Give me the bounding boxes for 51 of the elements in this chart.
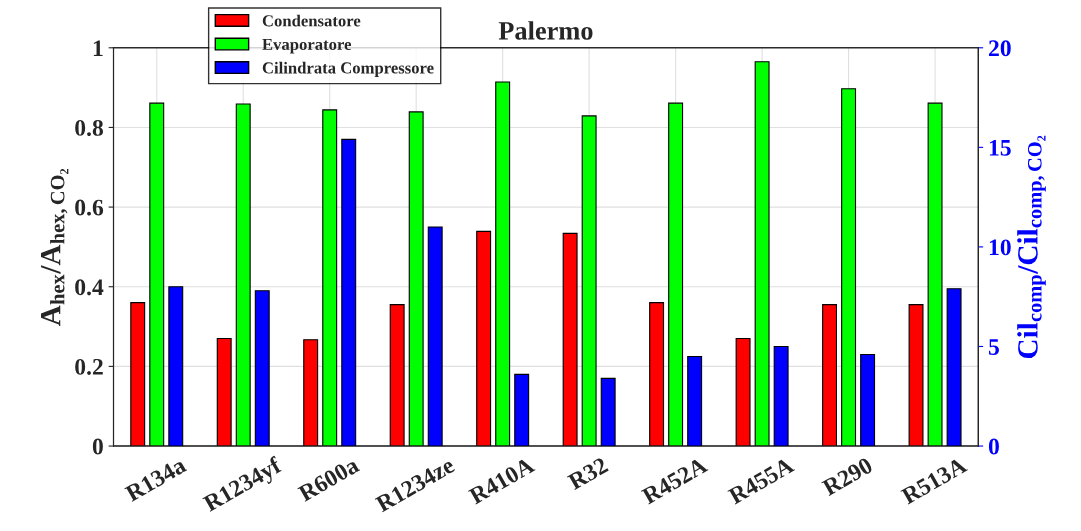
x-tick-label: R600a — [297, 456, 361, 503]
bar — [235, 103, 251, 447]
legend-label: Cilindrata Compressore — [262, 61, 434, 77]
bar — [581, 115, 597, 447]
bar — [303, 339, 319, 447]
y2-tick-label: 5 — [988, 339, 999, 355]
y-tick-label: 0.6 — [75, 199, 104, 216]
bar — [773, 345, 789, 447]
x-tick-label: R290 — [821, 456, 874, 497]
bar — [495, 81, 511, 447]
x-tick-label: R134a — [124, 456, 188, 503]
bar — [600, 377, 616, 447]
bar — [322, 109, 338, 447]
bar — [687, 355, 703, 447]
bar — [216, 337, 232, 447]
bar — [341, 138, 357, 447]
bar — [754, 61, 770, 447]
bar — [946, 288, 962, 447]
y2-axis-title: Cil$_{comp}$/Cil$_{comp,CO₂}$ — [1017, 135, 1046, 359]
bar — [149, 102, 165, 447]
bar — [562, 232, 578, 447]
bar — [408, 111, 424, 447]
bar — [841, 88, 857, 447]
bar — [668, 102, 684, 447]
bar — [130, 302, 146, 447]
bar — [908, 304, 924, 447]
y2-tick-label: 10 — [989, 239, 1011, 256]
legend-label: Evaporatore — [262, 38, 352, 54]
y2-tick-label: 20 — [989, 40, 1011, 57]
y-tick-label: 0.8 — [75, 119, 103, 136]
x-tick-label: R32 — [566, 456, 609, 491]
bar — [927, 102, 943, 447]
bar — [168, 286, 184, 447]
y-tick-label: 0.4 — [75, 279, 104, 296]
bar — [427, 226, 443, 447]
y2-tick-label: 0 — [988, 438, 999, 455]
bar — [389, 304, 405, 447]
y-tick-label: 1 — [93, 40, 103, 56]
y-axis-title: A$_{hex}$/A$_{hex,CO₂}$ — [41, 168, 69, 326]
legend-label: Condensatore — [262, 14, 361, 27]
y2-tick-label: 15 — [989, 139, 1011, 156]
bar — [822, 304, 838, 447]
bar — [254, 290, 270, 447]
y-tick-label: 0.2 — [75, 358, 103, 375]
bar — [860, 353, 876, 447]
bar — [649, 302, 665, 447]
bar — [476, 230, 492, 447]
bar — [514, 373, 530, 447]
y-tick-label: 0 — [92, 438, 103, 455]
bar — [735, 337, 751, 447]
chart-title: Palermo — [498, 21, 593, 40]
